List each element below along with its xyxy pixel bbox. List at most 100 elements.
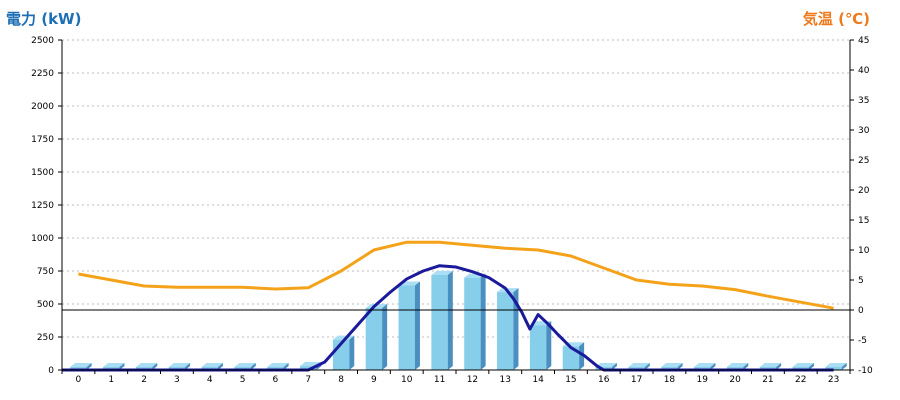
bar-12 (464, 277, 481, 370)
bar-13 (497, 292, 514, 370)
right-tick-label: 5 (858, 276, 864, 286)
x-tick-label: 21 (762, 375, 773, 385)
bar-top-23 (825, 363, 847, 367)
x-tick-label: 9 (371, 375, 377, 385)
left-tick-label: 1750 (31, 135, 54, 145)
left-tick-label: 750 (37, 267, 54, 277)
bar-side-2 (152, 363, 158, 370)
left-tick-label: 1000 (31, 234, 54, 244)
x-tick-label: 1 (108, 375, 114, 385)
bar-side-1 (119, 363, 125, 370)
left-tick-label: 500 (37, 300, 54, 310)
x-tick-label: 0 (76, 375, 82, 385)
grid-lines (62, 39, 850, 338)
left-tick-label: 1500 (31, 168, 54, 178)
bar-9 (365, 307, 383, 370)
bar-top-20 (726, 363, 749, 367)
left-tick-label: 0 (48, 366, 54, 376)
tick-labels: 02505007501000125015001750200022502500-1… (31, 36, 873, 385)
left-tick-label: 2500 (31, 36, 54, 46)
right-tick-label: 30 (858, 126, 870, 136)
x-tick-label: 22 (795, 375, 806, 385)
bar-14 (529, 325, 547, 370)
line-series (62, 240, 834, 372)
bar-side-18 (677, 363, 683, 370)
bar-11 (431, 274, 448, 370)
right-tick-label: 10 (858, 246, 870, 256)
bar-10 (398, 285, 415, 370)
left-tick-label: 2000 (31, 102, 54, 112)
bar-side-5 (250, 363, 256, 370)
bar-top-18 (661, 363, 683, 367)
bar-7 (300, 366, 317, 370)
x-tick-label: 2 (141, 375, 147, 385)
bar-side-0 (86, 363, 92, 370)
right-tick-label: 45 (858, 36, 869, 46)
x-tick-label: 12 (467, 375, 478, 385)
x-tick-label: 8 (338, 375, 344, 385)
x-tick-label: 14 (532, 375, 544, 385)
bar-side-4 (217, 363, 223, 370)
bar-side-14 (546, 321, 552, 370)
x-tick-label: 16 (598, 375, 610, 385)
x-tick-label: 7 (305, 375, 311, 385)
x-tick-label: 15 (565, 375, 576, 385)
right-tick-label: 25 (858, 156, 869, 166)
left-tick-label: 2250 (31, 69, 54, 79)
bar-side-9 (382, 303, 388, 370)
bar-top-22 (792, 363, 814, 367)
right-tick-label: -5 (858, 336, 867, 346)
x-tick-label: 3 (174, 375, 180, 385)
bar-top-5 (234, 363, 256, 367)
x-tick-label: 4 (207, 375, 213, 385)
x-tick-label: 20 (729, 375, 741, 385)
left-tick-label: 1250 (31, 201, 54, 211)
x-tick-label: 18 (664, 375, 676, 385)
right-tick-label: 0 (858, 306, 864, 316)
bar-top-2 (135, 363, 158, 367)
bar-top-4 (201, 363, 223, 367)
bar-side-17 (644, 363, 650, 370)
x-tick-label: 17 (631, 375, 642, 385)
bar-side-6 (283, 363, 289, 370)
bar-side-13 (513, 288, 519, 370)
bar-top-16 (595, 363, 617, 367)
bar-side-3 (185, 363, 191, 370)
bar-top-6 (267, 363, 289, 367)
bar-top-21 (759, 363, 782, 367)
bar-top-0 (70, 363, 92, 367)
bar-side-19 (710, 363, 716, 370)
x-tick-label: 23 (828, 375, 839, 385)
bar-side-20 (743, 363, 749, 370)
right-tick-label: -10 (858, 366, 873, 376)
bar-top-1 (103, 363, 125, 367)
bar-15 (562, 346, 580, 370)
right-tick-label: 20 (858, 186, 870, 196)
x-tick-label: 13 (500, 375, 511, 385)
bar-side-21 (776, 363, 782, 370)
bar-top-3 (168, 363, 191, 367)
bar-top-19 (694, 363, 716, 367)
bar-series (70, 270, 847, 370)
right-tick-label: 40 (858, 66, 870, 76)
bar-side-12 (480, 273, 486, 370)
bar-top-17 (628, 363, 650, 367)
bar-side-22 (808, 363, 814, 370)
power-line (62, 264, 834, 372)
right-tick-label: 35 (858, 96, 869, 106)
bar-side-23 (841, 363, 847, 370)
bar-side-8 (349, 335, 355, 370)
x-tick-label: 19 (697, 375, 709, 385)
x-tick-label: 10 (401, 375, 413, 385)
x-tick-label: 5 (240, 375, 246, 385)
x-tick-label: 6 (273, 375, 279, 385)
bar-top-11 (431, 270, 453, 275)
temperature-line (78, 240, 834, 310)
axes (58, 39, 854, 374)
x-tick-label: 11 (434, 375, 445, 385)
bar-side-11 (447, 270, 453, 370)
right-tick-label: 15 (858, 216, 869, 226)
bar-side-15 (579, 342, 585, 370)
left-axis-title: 電力 (kW) (6, 10, 82, 28)
